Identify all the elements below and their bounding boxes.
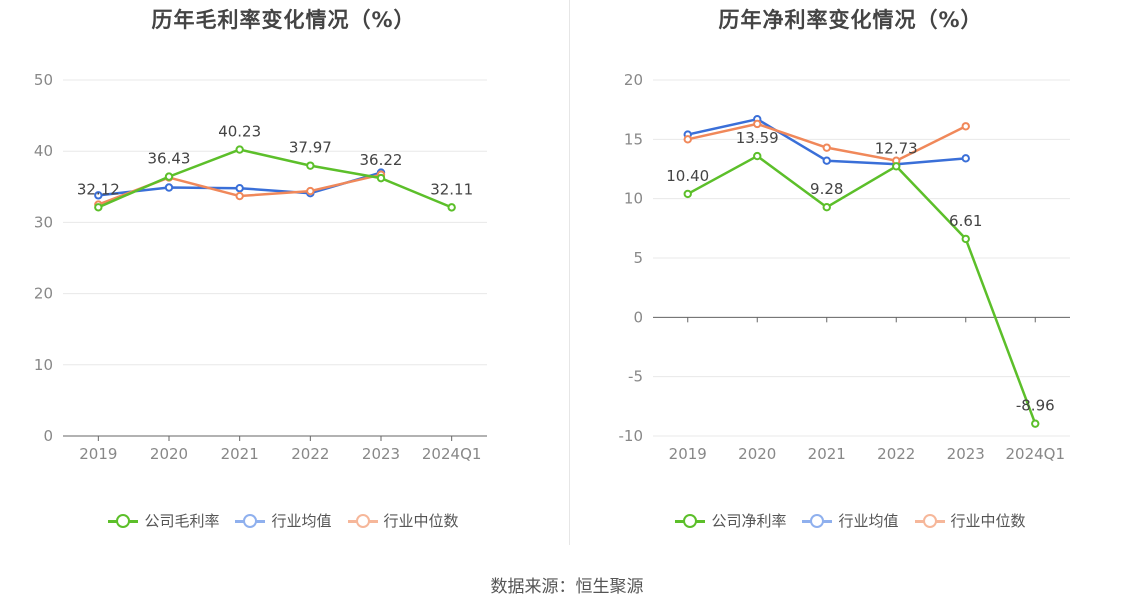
y-tick-label: 40 <box>34 142 53 160</box>
data-point <box>892 162 901 171</box>
data-point <box>447 203 456 212</box>
data-point <box>1031 419 1040 428</box>
legend-item-company[interactable]: 公司净利率 <box>675 510 786 531</box>
x-tick-label: 2020 <box>150 445 188 463</box>
gross-margin-plot: 0 10 20 30 40 50 2019 2020 2021 2022 2023 2024Q1 32.… <box>34 71 487 463</box>
data-point <box>164 183 174 192</box>
data-label: 6.61 <box>949 212 982 230</box>
legend-industry-avg-icon <box>802 513 833 528</box>
legend-industry-median-icon <box>347 513 378 528</box>
data-label: 36.43 <box>148 150 191 168</box>
x-tick-label: 2022 <box>291 445 329 463</box>
x-tick-label: 2019 <box>669 445 707 463</box>
legend-company-icon <box>675 513 706 528</box>
data-point <box>822 156 831 165</box>
x-tick-label: 2019 <box>79 445 117 463</box>
x-tick-label: 2021 <box>808 445 846 463</box>
y-tick-label: -10 <box>619 427 644 445</box>
data-label: 32.12 <box>77 180 120 198</box>
legend-label: 公司毛利率 <box>144 512 220 530</box>
data-point <box>306 161 315 170</box>
chart-title: 历年净利率变化情况（%） <box>718 8 983 32</box>
data-source: 数据来源：恒生聚源 <box>490 577 644 597</box>
data-point <box>235 145 244 154</box>
data-label: 32.11 <box>430 180 473 198</box>
x-tick-label: 2021 <box>221 445 259 463</box>
data-point <box>822 203 831 212</box>
x-tick-label: 2024Q1 <box>422 445 482 463</box>
legend-label: 行业中位数 <box>383 512 459 530</box>
data-label: 40.23 <box>218 123 261 141</box>
data-label: 12.73 <box>875 139 918 157</box>
legend-item-industry-avg[interactable]: 行业均值 <box>235 510 332 531</box>
y-tick-label: 15 <box>624 130 643 148</box>
data-label: -8.96 <box>1016 397 1055 415</box>
y-tick-label: 30 <box>34 213 53 231</box>
data-point <box>961 234 970 244</box>
data-point <box>94 191 103 200</box>
data-point <box>683 189 692 199</box>
y-tick-label: 0 <box>43 427 53 445</box>
data-point <box>306 186 315 196</box>
x-tick-label: 2024Q1 <box>1005 445 1065 463</box>
x-tick-label: 2023 <box>362 445 400 463</box>
legend-item-industry-median[interactable]: 行业中位数 <box>347 510 459 531</box>
data-label: 37.97 <box>289 139 332 157</box>
legend-label: 公司净利率 <box>711 512 787 530</box>
y-tick-label: 10 <box>624 190 643 208</box>
legend: 公司净利率 行业均值 行业中位数 <box>567 510 1134 531</box>
x-tick-label: 2020 <box>738 445 776 463</box>
data-label: 9.28 <box>810 180 843 198</box>
chart-title: 历年毛利率变化情况（%） <box>151 8 416 32</box>
y-tick-label: 0 <box>633 308 643 326</box>
data-point <box>961 122 970 131</box>
company-line <box>97 148 453 209</box>
panel-divider <box>569 0 570 545</box>
data-point <box>753 119 762 129</box>
legend-item-industry-median[interactable]: 行业中位数 <box>914 510 1026 531</box>
industry-median-line <box>687 122 967 162</box>
net-margin-chart: 历年净利率变化情况（%） -10 -5 0 5 10 15 20 2019 2020 2021 20… <box>567 0 1134 560</box>
legend-label: 行业均值 <box>271 512 332 530</box>
data-label: 13.59 <box>736 129 779 147</box>
data-label: 10.40 <box>666 167 709 185</box>
data-point <box>164 172 174 181</box>
x-tick-label: 2023 <box>947 445 985 463</box>
legend-company-icon <box>108 513 139 528</box>
data-point <box>94 203 103 212</box>
data-point <box>753 151 762 161</box>
legend-item-company[interactable]: 公司毛利率 <box>108 510 219 531</box>
company-line <box>687 154 1037 425</box>
y-tick-label: 20 <box>34 285 53 303</box>
legend: 公司毛利率 行业均值 行业中位数 <box>0 510 567 531</box>
data-label: 36.22 <box>360 151 403 169</box>
data-point <box>235 191 244 201</box>
data-point <box>376 173 386 183</box>
y-tick-label: 50 <box>34 71 53 89</box>
data-point <box>822 143 831 152</box>
legend-industry-avg-icon <box>235 513 266 528</box>
y-tick-label: 5 <box>633 249 643 267</box>
legend-industry-median-icon <box>914 513 945 528</box>
data-point <box>683 135 692 144</box>
data-point <box>235 184 244 193</box>
y-tick-label: -5 <box>628 368 643 386</box>
gross-margin-chart: 历年毛利率变化情况（%） 0 10 20 30 40 50 2019 2020 2021 2022… <box>0 0 567 560</box>
data-point <box>961 154 970 163</box>
y-tick-label: 20 <box>624 71 643 89</box>
y-tick-label: 10 <box>34 356 53 374</box>
x-tick-label: 2022 <box>877 445 915 463</box>
legend-item-industry-avg[interactable]: 行业均值 <box>802 510 899 531</box>
legend-label: 行业中位数 <box>950 512 1026 530</box>
net-margin-plot: -10 -5 0 5 10 15 20 2019 2020 2021 2022 2023 2024Q1 1… <box>619 71 1070 463</box>
legend-label: 行业均值 <box>838 512 899 530</box>
